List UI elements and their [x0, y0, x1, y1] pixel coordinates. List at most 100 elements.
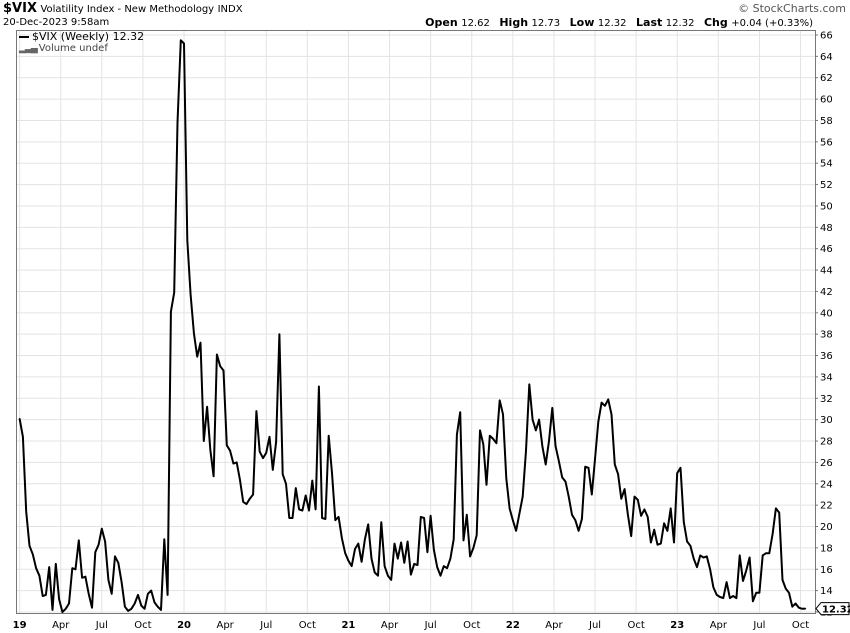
data-point: [795, 602, 797, 605]
data-point: [594, 458, 596, 460]
data-point: [673, 541, 675, 544]
data-point: [564, 481, 567, 483]
data-point: [489, 435, 491, 437]
data-point: [324, 518, 326, 520]
data-point: [338, 516, 340, 518]
data-point: [420, 516, 422, 518]
data-point: [722, 597, 724, 599]
data-point: [216, 353, 218, 356]
data-point: [637, 499, 639, 501]
data-point: [98, 544, 100, 546]
data-point: [587, 467, 590, 469]
data-point: [344, 552, 346, 554]
data-point: [709, 568, 711, 570]
data-point: [571, 514, 573, 516]
data-point: [653, 529, 655, 531]
data-point: [117, 562, 119, 564]
plot-area-frame: [16, 30, 816, 614]
series-line-vix: [18, 39, 806, 613]
data-point: [196, 356, 198, 358]
data-point: [482, 443, 484, 445]
datetime: 20-Dec-2023 9:58am: [3, 17, 110, 28]
y-tick-label: 64: [820, 52, 833, 63]
data-point: [752, 600, 754, 602]
data-point: [617, 473, 619, 475]
data-point: [693, 558, 695, 560]
data-point: [505, 477, 507, 479]
y-tick-label: 38: [820, 330, 833, 341]
exchange: INDX: [217, 4, 243, 15]
data-point: [686, 540, 688, 543]
data-point: [298, 508, 300, 510]
data-point: [331, 472, 333, 474]
data-point: [436, 566, 438, 568]
data-point: [696, 566, 698, 568]
open-label: Open: [425, 16, 458, 29]
symbol: $VIX: [3, 1, 37, 16]
data-point: [121, 581, 123, 583]
data-point: [670, 507, 672, 509]
data-point: [650, 541, 652, 544]
data-point: [466, 514, 468, 516]
data-point: [640, 515, 642, 517]
data-point: [716, 594, 718, 596]
x-tick-label: Jul: [259, 620, 272, 631]
data-point: [456, 434, 458, 436]
data-point: [518, 513, 521, 515]
data-point: [308, 509, 310, 512]
data-point: [541, 445, 544, 447]
data-point: [305, 494, 307, 497]
data-point: [48, 566, 50, 568]
data-point: [551, 407, 553, 409]
y-tick-label: 60: [820, 95, 833, 106]
data-point: [469, 555, 471, 558]
data-point: [663, 522, 665, 524]
instrument-name: Volatility Index - New Methodology: [40, 4, 215, 15]
data-point: [781, 579, 784, 581]
data-point: [676, 472, 678, 474]
data-point: [512, 519, 514, 521]
data-point: [403, 562, 405, 564]
data-point: [627, 514, 629, 516]
data-point: [614, 463, 616, 466]
last-value: 12.32: [665, 18, 695, 29]
data-point: [515, 530, 517, 532]
x-tick-label: Oct: [134, 620, 151, 631]
data-point: [656, 544, 659, 546]
data-point: [278, 333, 280, 335]
low-label: Low: [569, 16, 595, 29]
data-point: [84, 576, 86, 578]
data-point: [311, 480, 313, 482]
data-point: [755, 592, 757, 594]
chart-legend: $VIX (Weekly) 12.32 ▂▃▄ Volume undef: [19, 31, 144, 55]
data-point: [160, 609, 162, 611]
data-point: [479, 429, 481, 431]
data-point: [334, 519, 336, 521]
data-point: [607, 398, 609, 400]
data-point: [32, 553, 34, 555]
data-point: [357, 543, 359, 545]
data-point: [768, 552, 770, 554]
data-point: [78, 539, 80, 542]
data-point: [45, 594, 47, 596]
data-point: [199, 342, 202, 344]
source-credit[interactable]: © StockCharts.com: [738, 2, 846, 15]
data-point: [581, 518, 583, 520]
data-point: [604, 405, 606, 407]
data-point: [144, 608, 146, 610]
data-point: [528, 383, 530, 385]
data-point: [301, 509, 303, 512]
data-point: [647, 516, 649, 518]
data-point: [423, 517, 425, 519]
data-point: [745, 569, 747, 571]
x-tick-label: 21: [341, 620, 355, 631]
data-point: [288, 517, 290, 519]
data-point: [157, 606, 159, 608]
data-point: [183, 42, 185, 45]
data-point: [245, 503, 248, 505]
data-point: [462, 539, 465, 542]
data-point: [384, 565, 386, 567]
data-point: [242, 501, 244, 503]
data-point: [22, 436, 24, 438]
